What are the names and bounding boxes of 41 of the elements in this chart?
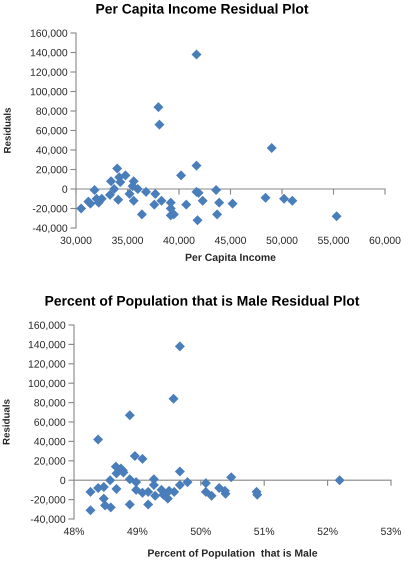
x-tick-label: 52% bbox=[318, 528, 338, 535]
y-tick-label: 0 bbox=[62, 186, 68, 193]
y-tick-label: 80,000 bbox=[36, 108, 68, 116]
x-tick-label: 60,000 bbox=[370, 236, 401, 246]
x-axis-title: Per Capita Income bbox=[186, 253, 276, 264]
chart-title: Per Capita Income Residual Plot bbox=[96, 4, 308, 16]
x-tick-label: 48% bbox=[64, 528, 84, 535]
x-tick-label: 40,000 bbox=[163, 236, 195, 246]
y-tick-label: 0 bbox=[60, 476, 66, 484]
x-tick-label: 50% bbox=[190, 528, 211, 535]
x-tick-label: 55,000 bbox=[318, 236, 350, 246]
chart-title: Percent of Population that is Male Residual Plot bbox=[46, 296, 360, 308]
y-tick-label: 40,000 bbox=[34, 438, 66, 447]
y-tick-label: -20,000 bbox=[30, 496, 66, 505]
y-axis-title: Residuals bbox=[2, 399, 10, 444]
y-tick-label: 140,000 bbox=[28, 340, 66, 350]
y-tick-label: -40,000 bbox=[32, 224, 68, 234]
y-tick-label: 60,000 bbox=[34, 418, 66, 428]
x-tick-label: 50,000 bbox=[266, 236, 298, 246]
y-tick-label: 100,000 bbox=[28, 380, 66, 388]
y-axis-title: Residuals bbox=[4, 108, 11, 153]
y-tick-label: 120,000 bbox=[28, 360, 66, 369]
x-tick-label: 30,000 bbox=[60, 236, 92, 246]
y-tick-label: 100,000 bbox=[30, 88, 68, 97]
y-tick-label: 160,000 bbox=[30, 30, 68, 38]
y-tick-label: 20,000 bbox=[34, 457, 66, 466]
x-axis-title: Percent of Population that is Male bbox=[148, 549, 318, 559]
y-tick-label: 160,000 bbox=[28, 322, 66, 330]
y-tick-label: -20,000 bbox=[32, 205, 68, 214]
y-tick-label: 120,000 bbox=[30, 68, 68, 78]
x-tick-label: 45,000 bbox=[214, 236, 246, 246]
y-tick-label: 140,000 bbox=[30, 49, 68, 58]
y-tick-label: -40,000 bbox=[30, 516, 66, 524]
y-tick-label: 20,000 bbox=[36, 166, 68, 175]
x-tick-label: 49% bbox=[127, 528, 148, 535]
y-tick-label: 40,000 bbox=[36, 146, 68, 156]
y-tick-label: 80,000 bbox=[34, 399, 66, 408]
x-tick-label: 53% bbox=[380, 528, 402, 535]
x-tick-label: 35,000 bbox=[112, 236, 144, 246]
y-tick-label: 60,000 bbox=[36, 127, 68, 136]
x-tick-label: 51% bbox=[254, 528, 274, 535]
